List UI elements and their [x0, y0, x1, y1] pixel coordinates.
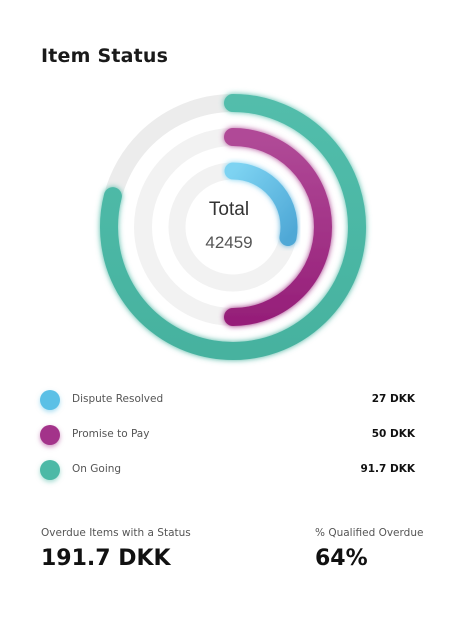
qualified-overdue-stat: % Qualified Overdue 64%: [315, 527, 423, 571]
legend-item-on-going: On Going 91.7 DKK: [40, 455, 415, 490]
legend-value: 50 DKK: [371, 428, 415, 440]
center-total-value: 42459: [205, 233, 252, 252]
radial-chart: Total 42459: [100, 94, 366, 360]
ring-dispute-resolved: [224, 162, 298, 246]
stat-value: 191.7 DKK: [41, 546, 171, 571]
center-total-label: Total: [209, 199, 249, 220]
ring-on-going: [100, 94, 366, 360]
legend-value: 91.7 DKK: [360, 463, 415, 475]
legend-dot: [40, 390, 60, 410]
stat-value: 64%: [315, 546, 368, 571]
legend-item-promise-to-pay: Promise to Pay 50 DKK: [40, 420, 415, 455]
stat-label: % Qualified Overdue: [315, 527, 424, 539]
card-title: Item Status: [41, 45, 169, 67]
legend-label: Dispute Resolved: [72, 393, 164, 405]
legend: Dispute Resolved 27 DKK Promise to Pay 5…: [40, 385, 415, 490]
legend-value: 27 DKK: [371, 393, 415, 405]
legend-item-dispute-resolved: Dispute Resolved 27 DKK: [40, 385, 415, 420]
legend-label: On Going: [72, 463, 122, 475]
legend-label: Promise to Pay: [72, 428, 150, 440]
ring-promise-to-pay: [224, 128, 332, 326]
legend-dot: [40, 425, 60, 445]
legend-dot: [40, 460, 60, 480]
stat-label: Overdue Items with a Status: [41, 527, 191, 539]
overdue-items-stat: Overdue Items with a Status 191.7 DKK: [41, 527, 191, 571]
